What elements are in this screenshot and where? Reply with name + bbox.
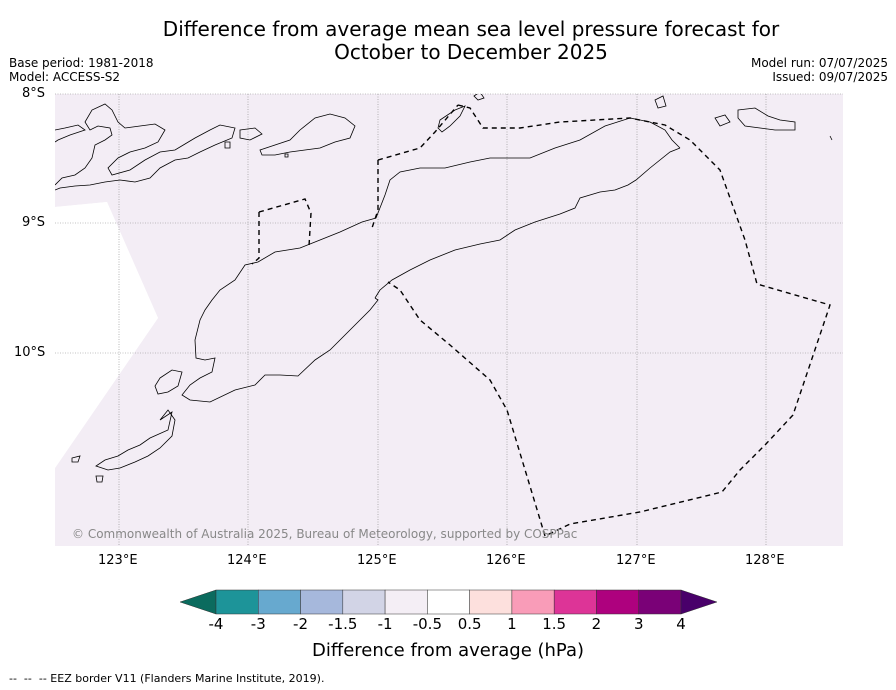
colorbar-segment (596, 589, 639, 615)
colorbar-segment (384, 589, 428, 615)
colorbar-segment (469, 589, 513, 615)
colorbar-tick-label: 4 (676, 615, 686, 633)
meta-left: Base period: 1981-2018 Model: ACCESS-S2 (9, 56, 154, 84)
colorbar-segment (342, 589, 386, 615)
lon-label-127e: 127°E (616, 553, 656, 568)
colorbar-tick-label: 2 (591, 615, 602, 633)
colorbar-segment (258, 589, 301, 615)
colorbar-tick-label: -4 (208, 615, 224, 633)
colorbar-tick-label: 1 (507, 615, 517, 633)
lat-label-9s: 9°S (22, 215, 46, 230)
lat-label-8s: 8°S (22, 86, 46, 101)
issued-date: Issued: 09/07/2025 (772, 70, 888, 84)
coastlines (55, 94, 833, 483)
colorbar-tick-label: -1.5 (328, 615, 358, 633)
colorbar-tick-label: -0.5 (412, 615, 442, 633)
lon-label-125e: 125°E (357, 553, 397, 568)
colorbar-tick-label: -2 (293, 615, 309, 633)
base-period: Base period: 1981-2018 (9, 56, 154, 70)
colorbar-extend-high (680, 589, 718, 615)
colorbar-tick-label: 0.5 (457, 615, 482, 633)
chart-title: Difference from average mean sea level p… (0, 18, 896, 64)
model-run: Model run: 07/07/2025 (750, 56, 888, 70)
lat-label-10s: 10°S (14, 345, 46, 360)
colorbar-tick-label: -1 (377, 615, 393, 633)
title-line-2: October to December 2025 (334, 40, 608, 64)
colorbar-label: Difference from average (hPa) (311, 640, 585, 661)
lon-label-123e: 123°E (98, 553, 138, 568)
colorbar-segment (511, 589, 555, 615)
eez-borders (251, 104, 831, 537)
colorbar-segment (638, 589, 682, 615)
lon-label-124e: 124°E (227, 553, 267, 568)
model-name: Model: ACCESS-S2 (9, 70, 121, 84)
copyright-notice: © Commonwealth of Australia 2025, Bureau… (72, 527, 578, 541)
colorbar-segment (215, 589, 259, 615)
colorbar-tick-label: 1.5 (542, 615, 567, 633)
title-line-1: Difference from average mean sea level p… (162, 17, 780, 41)
colorbar-segment (553, 589, 597, 615)
meta-right: Model run: 07/07/2025 Issued: 09/07/2025 (751, 56, 888, 84)
colorbar-extend-low (179, 589, 217, 615)
colorbar-segment (427, 589, 470, 615)
lon-label-128e: 128°E (745, 553, 785, 568)
eez-footnote: -- -- -- EEZ border V11 (Flanders Marine… (9, 672, 325, 685)
colorbar-tick-label: -3 (250, 615, 266, 633)
lon-label-126e: 126°E (486, 553, 526, 568)
colorbar-segment (300, 589, 344, 615)
colorbar-tick-label: 3 (633, 615, 644, 633)
map-background (55, 94, 843, 546)
